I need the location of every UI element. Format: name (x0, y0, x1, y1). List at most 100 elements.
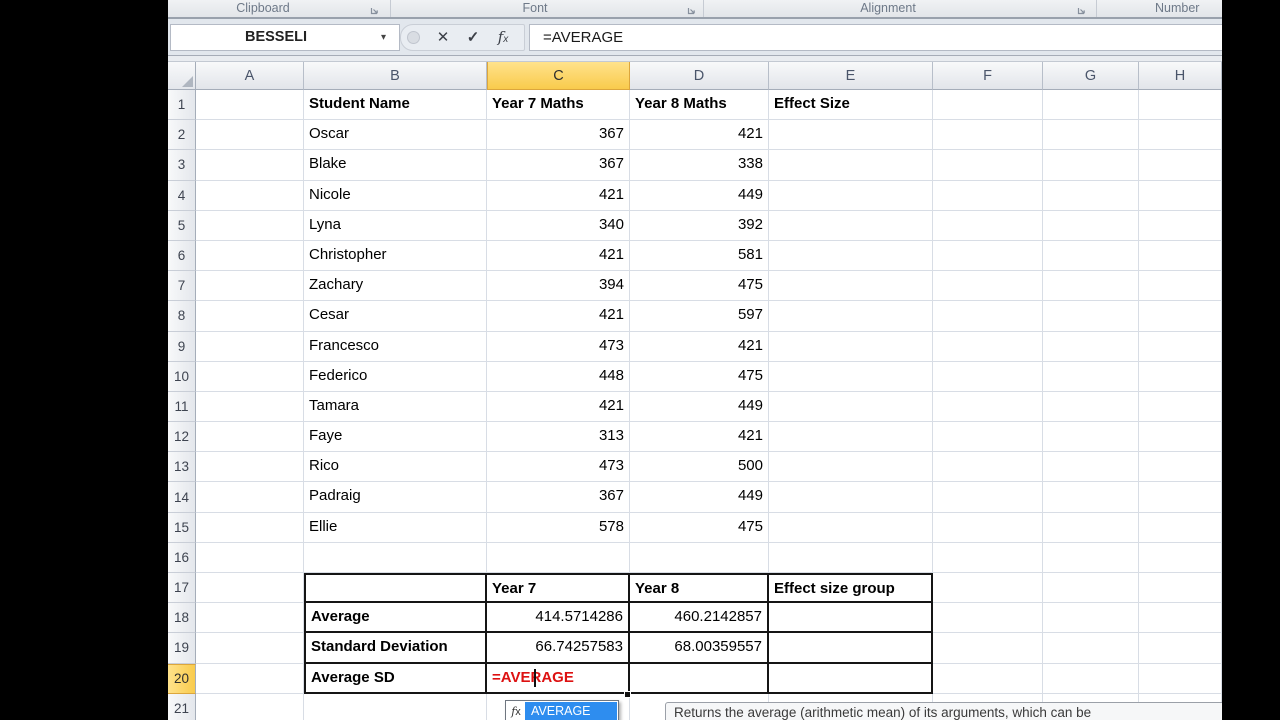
cell-G6[interactable] (1043, 240, 1139, 272)
cell-E9[interactable] (769, 331, 933, 362)
cell-B20[interactable]: Average SD (304, 663, 487, 694)
cell-A3[interactable] (196, 150, 304, 181)
row-header-11[interactable]: 11 (168, 391, 196, 423)
cell-H10[interactable] (1139, 361, 1222, 392)
fill-handle[interactable] (624, 691, 631, 698)
cell-G11[interactable] (1043, 391, 1139, 423)
cell-C1[interactable]: Year 7 Maths (487, 90, 630, 121)
cell-H16[interactable] (1139, 542, 1222, 573)
cell-D11[interactable]: 449 (630, 391, 769, 423)
cell-G17[interactable] (1043, 573, 1139, 604)
cell-C14[interactable]: 367 (487, 482, 630, 513)
cell-B10[interactable]: Federico (304, 361, 487, 392)
column-header-C[interactable]: C (487, 62, 630, 90)
cell-E8[interactable] (769, 301, 933, 332)
cell-A12[interactable] (196, 422, 304, 453)
cell-H2[interactable] (1139, 120, 1222, 151)
cell-A11[interactable] (196, 391, 304, 423)
cell-D12[interactable]: 421 (630, 422, 769, 453)
cell-E2[interactable] (769, 120, 933, 151)
cell-B4[interactable]: Nicole (304, 180, 487, 211)
cell-F18[interactable] (933, 603, 1043, 634)
cell-D8[interactable]: 597 (630, 301, 769, 332)
cell-C18[interactable]: 414.5714286 (487, 603, 630, 634)
cell-B3[interactable]: Blake (304, 150, 487, 181)
cell-G18[interactable] (1043, 603, 1139, 634)
cell-G12[interactable] (1043, 422, 1139, 453)
cell-G5[interactable] (1043, 210, 1139, 241)
cell-D19[interactable]: 68.00359557 (630, 633, 769, 664)
cell-D18[interactable]: 460.2142857 (630, 603, 769, 634)
cell-H19[interactable] (1139, 633, 1222, 664)
cell-E15[interactable] (769, 512, 933, 543)
cell-G16[interactable] (1043, 542, 1139, 573)
cell-G9[interactable] (1043, 331, 1139, 362)
row-header-2[interactable]: 2 (168, 120, 196, 151)
cell-F14[interactable] (933, 482, 1043, 513)
cell-A19[interactable] (196, 633, 304, 664)
cell-C2[interactable]: 367 (487, 120, 630, 151)
cell-A9[interactable] (196, 331, 304, 362)
cell-C19[interactable]: 66.74257583 (487, 633, 630, 664)
row-header-1[interactable]: 1 (168, 90, 196, 121)
cell-C4[interactable]: 421 (487, 180, 630, 211)
cell-A20[interactable] (196, 663, 304, 694)
dialog-launcher-icon[interactable] (686, 3, 698, 15)
cell-F5[interactable] (933, 210, 1043, 241)
cell-F19[interactable] (933, 633, 1043, 664)
cell-G8[interactable] (1043, 301, 1139, 332)
cell-C12[interactable]: 313 (487, 422, 630, 453)
cell-D6[interactable]: 581 (630, 240, 769, 272)
cell-C13[interactable]: 473 (487, 452, 630, 483)
cell-C3[interactable]: 367 (487, 150, 630, 181)
cell-A21[interactable] (196, 693, 304, 720)
cell-G10[interactable] (1043, 361, 1139, 392)
select-all-corner[interactable] (168, 62, 196, 90)
cell-B19[interactable]: Standard Deviation (304, 633, 487, 664)
cell-C11[interactable]: 421 (487, 391, 630, 423)
cell-G7[interactable] (1043, 271, 1139, 302)
cell-G20[interactable] (1043, 663, 1139, 694)
cell-E5[interactable] (769, 210, 933, 241)
cell-H11[interactable] (1139, 391, 1222, 423)
row-header-15[interactable]: 15 (168, 512, 196, 543)
cell-F15[interactable] (933, 512, 1043, 543)
cell-G13[interactable] (1043, 452, 1139, 483)
cell-F11[interactable] (933, 391, 1043, 423)
function-autocomplete[interactable]: fx AVERAGE (505, 700, 619, 720)
cell-D1[interactable]: Year 8 Maths (630, 90, 769, 121)
cell-A18[interactable] (196, 603, 304, 634)
cell-B1[interactable]: Student Name (304, 90, 487, 121)
cell-G2[interactable] (1043, 120, 1139, 151)
cell-A5[interactable] (196, 210, 304, 241)
cell-B17[interactable] (304, 573, 487, 604)
cell-D13[interactable]: 500 (630, 452, 769, 483)
dialog-launcher-icon[interactable] (1076, 3, 1088, 15)
cell-C16[interactable] (487, 542, 630, 573)
cell-F6[interactable] (933, 240, 1043, 272)
formula-input[interactable]: =AVERAGE (529, 23, 1222, 51)
row-header-21[interactable]: 21 (168, 693, 196, 720)
cell-E13[interactable] (769, 452, 933, 483)
cell-A7[interactable] (196, 271, 304, 302)
cell-G19[interactable] (1043, 633, 1139, 664)
column-header-F[interactable]: F (933, 62, 1043, 90)
cell-A10[interactable] (196, 361, 304, 392)
cell-F2[interactable] (933, 120, 1043, 151)
cell-H8[interactable] (1139, 301, 1222, 332)
cell-E3[interactable] (769, 150, 933, 181)
cell-G4[interactable] (1043, 180, 1139, 211)
cell-E16[interactable] (769, 542, 933, 573)
cell-E11[interactable] (769, 391, 933, 423)
cell-A16[interactable] (196, 542, 304, 573)
cell-A13[interactable] (196, 452, 304, 483)
cell-B15[interactable]: Ellie (304, 512, 487, 543)
cell-F20[interactable] (933, 663, 1043, 694)
cell-H5[interactable] (1139, 210, 1222, 241)
cell-B16[interactable] (304, 542, 487, 573)
cell-F8[interactable] (933, 301, 1043, 332)
cell-H20[interactable] (1139, 663, 1222, 694)
cell-D20[interactable] (630, 663, 769, 694)
cell-B13[interactable]: Rico (304, 452, 487, 483)
row-header-19[interactable]: 19 (168, 633, 196, 664)
